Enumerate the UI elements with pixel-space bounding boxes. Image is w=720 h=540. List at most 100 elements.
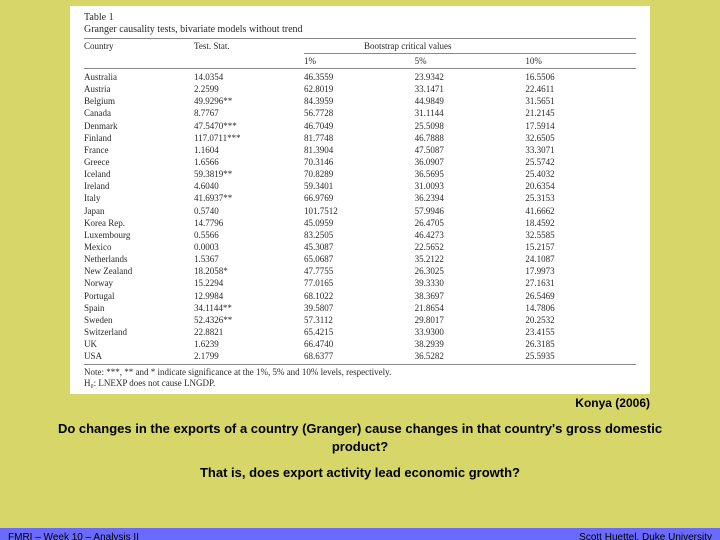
cell-test: 14.0354 [194, 71, 304, 83]
table-row: Italy41.6937**66.976936.239425.3153 [84, 192, 636, 204]
cell-country: Korea Rep. [84, 217, 194, 229]
cell-cv10: 21.2145 [525, 107, 636, 119]
table-row: USA2.179968.637736.528225.5935 [84, 350, 636, 362]
table-number: Table 1 [84, 12, 636, 23]
cell-cv5: 39.3330 [415, 277, 526, 289]
cell-test: 15.2294 [194, 277, 304, 289]
cell-cv1: 77.0165 [304, 277, 415, 289]
cell-test: 52.4326** [194, 314, 304, 326]
cell-cv10: 14.7806 [525, 302, 636, 314]
rule [84, 364, 636, 365]
table-row: Korea Rep.14.779645.095926.470518.4592 [84, 217, 636, 229]
cell-cv10: 20.6354 [525, 180, 636, 192]
table-row: Mexico0.000345.308722.565215.2157 [84, 241, 636, 253]
cell-test: 2.2599 [194, 83, 304, 95]
cell-cv10: 23.4155 [525, 326, 636, 338]
cell-test: 14.7796 [194, 217, 304, 229]
col-test: Test. Stat. [194, 41, 304, 51]
cell-test: 49.9296** [194, 95, 304, 107]
question-main: Do changes in the exports of a country (… [40, 420, 680, 455]
cell-cv10: 32.5585 [525, 229, 636, 241]
cell-cv1: 68.1022 [304, 290, 415, 302]
table-row: Luxembourg0.556683.250546.427332.5585 [84, 229, 636, 241]
cell-cv5: 33.9300 [415, 326, 526, 338]
cell-cv5: 36.2394 [415, 192, 526, 204]
cell-cv1: 81.3904 [304, 144, 415, 156]
cell-country: USA [84, 350, 194, 362]
cell-test: 8.7767 [194, 107, 304, 119]
cell-country: Norway [84, 277, 194, 289]
cell-cv5: 35.2122 [415, 253, 526, 265]
table-row: Netherlands1.536765.068735.212224.1087 [84, 253, 636, 265]
cell-country: Japan [84, 205, 194, 217]
cell-test: 34.1144** [194, 302, 304, 314]
cell-country: Luxembourg [84, 229, 194, 241]
cell-cv1: 39.5807 [304, 302, 415, 314]
cell-country: Portugal [84, 290, 194, 302]
cell-test: 12.9984 [194, 290, 304, 302]
cell-cv10: 33.3071 [525, 144, 636, 156]
cell-cv1: 83.2505 [304, 229, 415, 241]
cell-country: Finland [84, 132, 194, 144]
cell-country: Greece [84, 156, 194, 168]
cell-cv10: 25.3153 [525, 192, 636, 204]
cell-cv5: 46.7888 [415, 132, 526, 144]
table-caption: Granger causality tests, bivariate model… [84, 24, 636, 35]
cell-cv10: 26.5469 [525, 290, 636, 302]
table-row: Canada8.776756.772831.114421.2145 [84, 107, 636, 119]
cell-country: Switzerland [84, 326, 194, 338]
table-note: Note: ***, ** and * indicate significanc… [84, 367, 636, 377]
cell-country: France [84, 144, 194, 156]
table-row: Denmark47.5470***46.704925.509817.5914 [84, 120, 636, 132]
table-row: France1.160481.390447.508733.3071 [84, 144, 636, 156]
cell-country: Spain [84, 302, 194, 314]
cell-cv10: 15.2157 [525, 241, 636, 253]
table-row: Finland117.0711***81.774846.788832.6505 [84, 132, 636, 144]
cell-cv10: 25.5935 [525, 350, 636, 362]
cell-cv10: 27.1631 [525, 277, 636, 289]
footer-left: FMRI – Week 10 – Analysis II [8, 532, 139, 540]
col-1pct: 1% [304, 56, 415, 66]
table-row: New Zealand18.2058*47.775526.302517.9973 [84, 265, 636, 277]
cell-cv5: 31.1144 [415, 107, 526, 119]
cell-cv10: 25.5742 [525, 156, 636, 168]
cell-cv5: 23.9342 [415, 71, 526, 83]
cell-cv1: 101.7512 [304, 205, 415, 217]
cell-cv1: 57.3112 [304, 314, 415, 326]
cell-test: 1.6239 [194, 338, 304, 350]
cell-cv1: 62.8019 [304, 83, 415, 95]
cell-country: Iceland [84, 168, 194, 180]
cell-cv10: 25.4032 [525, 168, 636, 180]
cell-cv10: 16.5506 [525, 71, 636, 83]
cell-cv10: 18.4592 [525, 217, 636, 229]
table-row: Greece1.656670.314636.090725.5742 [84, 156, 636, 168]
table-row: Norway15.229477.016539.333027.1631 [84, 277, 636, 289]
footer-right: Scott Huettel, Duke University [579, 532, 712, 540]
cell-cv5: 33.1471 [415, 83, 526, 95]
cell-cv1: 65.4215 [304, 326, 415, 338]
cell-cv1: 46.7049 [304, 120, 415, 132]
table-row: Austria2.259962.801933.147122.4611 [84, 83, 636, 95]
citation: Konya (2006) [0, 396, 650, 410]
cell-country: Denmark [84, 120, 194, 132]
cell-country: Netherlands [84, 253, 194, 265]
cell-cv10: 17.9973 [525, 265, 636, 277]
cell-cv5: 26.3025 [415, 265, 526, 277]
col-country: Country [84, 41, 194, 51]
table-container: Table 1 Granger causality tests, bivaria… [70, 6, 650, 394]
cell-cv1: 45.0959 [304, 217, 415, 229]
cell-cv1: 65.0687 [304, 253, 415, 265]
cell-cv1: 56.7728 [304, 107, 415, 119]
cell-test: 0.0003 [194, 241, 304, 253]
cell-cv5: 29.8017 [415, 314, 526, 326]
table-row: Switzerland22.882165.421533.930023.4155 [84, 326, 636, 338]
table-row: Iceland59.3819**70.828936.569525.4032 [84, 168, 636, 180]
table-row: Sweden52.4326**57.311229.801720.2532 [84, 314, 636, 326]
table-row: Australia14.035446.355923.934216.5506 [84, 71, 636, 83]
cell-cv5: 36.0907 [415, 156, 526, 168]
cell-cv1: 68.6377 [304, 350, 415, 362]
cell-cv10: 22.4611 [525, 83, 636, 95]
col-bootstrap: Bootstrap critical values [364, 41, 636, 51]
table-row: Ireland4.604059.340131.009320.6354 [84, 180, 636, 192]
footer-bar: FMRI – Week 10 – Analysis II Scott Huett… [0, 528, 720, 540]
